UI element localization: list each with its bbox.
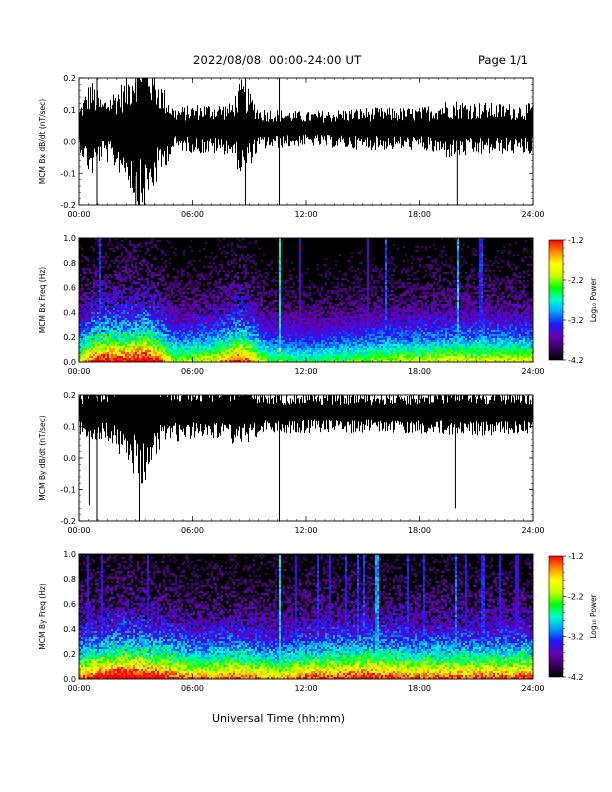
bx-spectrogram-colorbar-title: Log₁₀ Power <box>589 277 598 322</box>
by-dbdt-ytick-0: -0.2 <box>60 517 76 526</box>
bx-dbdt-ylabel: MCM Bx dB/dt (nT/sec) <box>38 99 47 184</box>
bx-spectrogram-xtick-4: 24:00 <box>521 367 544 376</box>
by-dbdt-xtick-2: 12:00 <box>294 526 317 535</box>
by-spectrogram-ylabel: MCM By Freq (Hz) <box>38 583 47 649</box>
by-dbdt-ytick-4: 0.2 <box>63 391 76 400</box>
bx-spectrogram-cells <box>79 238 533 362</box>
bx-dbdt-ytick-3: 0.1 <box>63 106 76 115</box>
bx-spectrogram-colorbar <box>548 239 564 361</box>
page-number: Page 1/1 <box>478 53 529 67</box>
bx-spectrogram-colorbar-label-1: -2.2 <box>568 276 584 285</box>
by-dbdt-xtick-0: 00:00 <box>67 526 90 535</box>
bx-spectrogram-colorbar-label-0: -1.2 <box>568 236 584 245</box>
by-dbdt-trace <box>79 395 533 521</box>
bx-spectrogram-xtick-1: 06:00 <box>181 367 204 376</box>
by-spectrogram-ytick-1: 0.2 <box>63 650 76 659</box>
by-dbdt-ytick-3: 0.1 <box>63 423 76 432</box>
by-dbdt-xtick-4: 24:00 <box>521 526 544 535</box>
bx-dbdt-trace <box>79 78 533 205</box>
by-spectrogram-colorbar-title: Log₁₀ Power <box>589 593 598 638</box>
bx-spectrogram-ytick-0: 0.0 <box>63 358 76 367</box>
by-dbdt-ytick-2: 0.0 <box>63 454 76 463</box>
by-spectrogram-xtick-2: 12:00 <box>294 684 317 693</box>
bx-dbdt-ytick-2: 0.0 <box>63 138 76 147</box>
bx-dbdt-xtick-3: 18:00 <box>408 210 431 219</box>
panel-bx-spectrogram: -1.2 -2.2 -3.2 -4.2 Log₁₀ Power 0.0 0.2 0.4 0.6 0… <box>38 234 598 376</box>
by-spectrogram-cells <box>79 555 533 679</box>
by-spectrogram-colorbar-label-3: -4.2 <box>568 673 584 682</box>
by-spectrogram-xtick-4: 24:00 <box>521 684 544 693</box>
bx-spectrogram-ytick-5: 1.0 <box>63 234 76 243</box>
by-dbdt-trace-path <box>79 395 533 484</box>
bx-dbdt-ytick-0: -0.2 <box>60 201 76 210</box>
bx-spectrogram-ytick-3: 0.6 <box>63 284 76 293</box>
by-spectrogram-ytick-4: 0.8 <box>63 575 76 584</box>
by-spectrogram-ytick-2: 0.4 <box>63 625 76 634</box>
bx-dbdt-xtick-2: 12:00 <box>294 210 317 219</box>
bx-dbdt-xtick-0: 00:00 <box>67 210 90 219</box>
bx-spectrogram-colorbar-label-2: -3.2 <box>568 316 584 325</box>
by-spectrogram-colorbar-label-1: -2.2 <box>568 592 584 601</box>
by-spectrogram-xtick-0: 00:00 <box>67 684 90 693</box>
bx-dbdt-xtick-4: 24:00 <box>521 210 544 219</box>
x-axis-label: Universal Time (hh:mm) <box>212 712 345 725</box>
by-dbdt-xtick-3: 18:00 <box>408 526 431 535</box>
page-title: 2022/08/08 00:00-24:00 UT <box>193 53 362 67</box>
by-spectrogram-ytick-3: 0.6 <box>63 600 76 609</box>
bx-spectrogram-ytick-1: 0.2 <box>63 333 76 342</box>
by-spectrogram-ytick-0: 0.0 <box>63 675 76 684</box>
bx-dbdt-ytick-4: 0.2 <box>63 74 76 83</box>
panel-by-dbdt: -0.2 -0.1 0.0 0.1 0.2 00:00 06:00 12:00 18:00 24:… <box>38 391 545 535</box>
by-dbdt-xtick-1: 06:00 <box>181 526 204 535</box>
by-spectrogram-xtick-3: 18:00 <box>408 684 431 693</box>
bx-spectrogram-ylabel: MCM Bx Freq (Hz) <box>38 267 47 333</box>
bx-spectrogram-xtick-3: 18:00 <box>408 367 431 376</box>
bx-spectrogram-xtick-0: 00:00 <box>67 367 90 376</box>
by-spectrogram-colorbar-label-0: -1.2 <box>568 552 584 561</box>
panel-by-spectrogram: -1.2 -2.2 -3.2 -4.2 Log₁₀ Power 0.0 0.2 0.4 0.6 0… <box>38 550 598 693</box>
bx-dbdt-xtick-1: 06:00 <box>181 210 204 219</box>
bx-spectrogram-colorbar-label-3: -4.2 <box>568 356 584 365</box>
bx-spectrogram-ytick-2: 0.4 <box>63 308 76 317</box>
bx-dbdt-trace-path <box>79 78 533 205</box>
bx-spectrogram-xtick-2: 12:00 <box>294 367 317 376</box>
by-spectrogram-ytick-5: 1.0 <box>63 550 76 559</box>
by-dbdt-ytick-1: -0.1 <box>60 486 76 495</box>
bx-spectrogram-ytick-4: 0.8 <box>63 259 76 268</box>
bx-dbdt-ytick-1: -0.1 <box>60 169 76 178</box>
by-spectrogram-colorbar <box>548 555 564 678</box>
by-dbdt-ylabel: MCM By dB/dt (nT/sec) <box>38 415 47 500</box>
panel-bx-dbdt: -0.2 -0.1 0.0 0.1 0.2 00:00 06:00 12:00 18:00 24:… <box>38 74 545 219</box>
by-spectrogram-colorbar-label-2: -3.2 <box>568 633 584 642</box>
by-spectrogram-xtick-1: 06:00 <box>181 684 204 693</box>
